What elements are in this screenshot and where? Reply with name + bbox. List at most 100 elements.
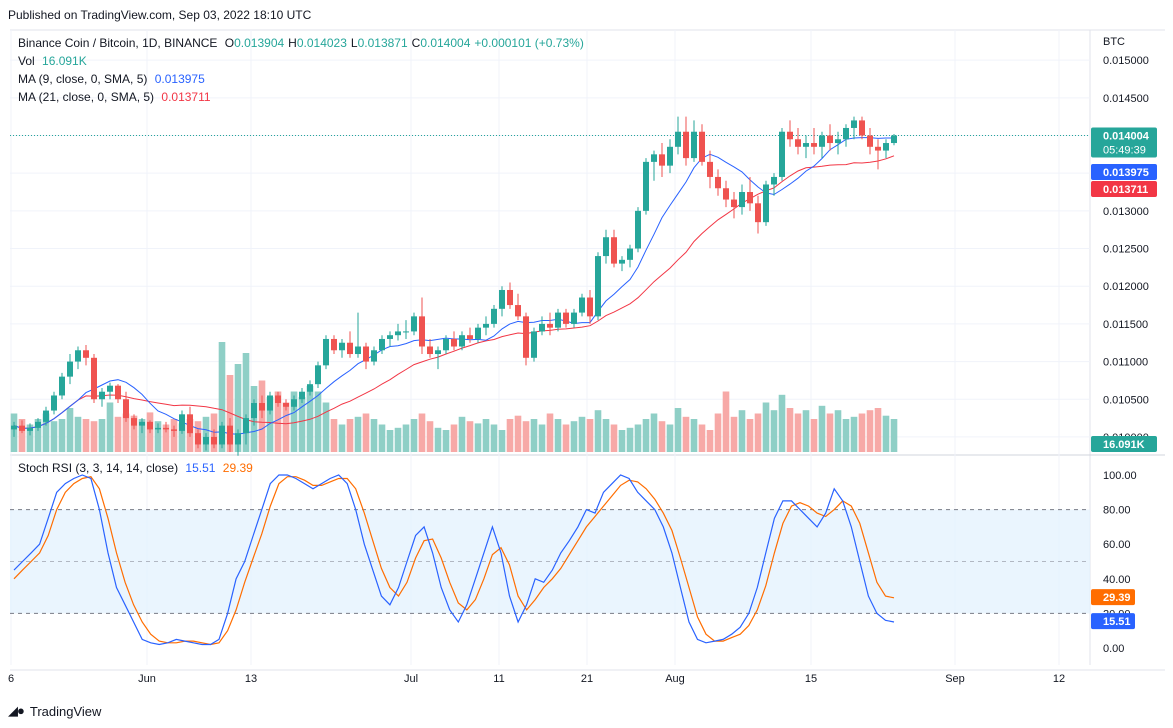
- candle-body: [795, 139, 801, 147]
- stoch-tick-label: 60.00: [1103, 539, 1131, 551]
- volume-bar: [754, 413, 762, 452]
- stoch-d-badge: 29.39: [1103, 592, 1131, 604]
- candle-body: [331, 338, 337, 351]
- candle-body: [595, 256, 601, 317]
- candle-body: [891, 135, 897, 144]
- volume-bar: [666, 424, 674, 452]
- volume-bar: [394, 427, 402, 452]
- time-tick-label: 13: [245, 673, 257, 685]
- volume-bar: [410, 419, 418, 452]
- candle-body: [107, 385, 113, 392]
- volume-bar: [50, 421, 58, 452]
- volume-bar: [690, 419, 698, 452]
- volume-bar: [26, 424, 34, 452]
- volume-bar: [66, 408, 74, 452]
- candle-body: [515, 305, 521, 317]
- candle-body: [707, 161, 713, 177]
- tradingview-logo-icon: ◢●: [8, 703, 25, 718]
- candle-body: [531, 331, 537, 358]
- volume-bar: [58, 419, 66, 452]
- volume-bar: [298, 397, 306, 452]
- candle-body: [195, 433, 201, 445]
- ohlc-values: O0.013904 H0.014023 L0.013871 C0.014004 +0.0…: [225, 36, 588, 50]
- stoch-k-value: 15.51: [185, 461, 216, 475]
- stoch-tick-label: 0.00: [1103, 643, 1124, 655]
- footer-brand[interactable]: ◢● TradingView: [8, 703, 101, 719]
- volume-bar: [234, 364, 242, 452]
- candle-body: [147, 421, 153, 430]
- stoch-tick-label: 100.00: [1103, 470, 1137, 482]
- volume-bar: [866, 410, 874, 452]
- candle-body: [659, 154, 665, 166]
- candle-body: [587, 297, 593, 317]
- volume-bar: [626, 427, 634, 452]
- volume-bar: [594, 410, 602, 452]
- candle-body: [123, 399, 129, 419]
- volume-bar: [130, 415, 138, 452]
- volume-bar: [466, 421, 474, 452]
- volume-bar: [362, 413, 370, 452]
- brand-name: TradingView: [29, 703, 102, 719]
- candle-body: [851, 120, 857, 128]
- candle-body: [523, 316, 529, 358]
- candle-body: [387, 335, 393, 339]
- ma21-badge: 0.013711: [1103, 184, 1148, 196]
- open-label: O: [224, 36, 235, 50]
- candle-body: [427, 346, 433, 355]
- candle-body: [635, 210, 641, 249]
- volume-bar: [378, 424, 386, 452]
- candle-body: [867, 135, 873, 147]
- candle-body: [683, 131, 689, 159]
- candle-body: [307, 384, 313, 392]
- volume-bar: [578, 416, 586, 452]
- time-tick-label: 12: [1053, 673, 1065, 685]
- volume-bar: [338, 424, 346, 452]
- candle-body: [411, 316, 417, 332]
- volume-bar: [522, 421, 530, 452]
- volume-bar: [106, 402, 114, 452]
- candle-body: [251, 403, 257, 419]
- volume-bar: [682, 416, 690, 452]
- candle-body: [403, 331, 409, 333]
- volume-bar: [18, 419, 26, 452]
- volume-bar: [650, 413, 658, 452]
- candle-body: [835, 139, 841, 144]
- currency-label: BTC: [1103, 36, 1125, 48]
- stoch-k-badge-bg: [1091, 613, 1135, 630]
- time-tick-label: Sep: [945, 673, 965, 685]
- ma9-badge: 0.013975: [1103, 167, 1149, 179]
- candle-body: [555, 312, 561, 328]
- volume-bar: [122, 413, 130, 452]
- volume-bar: [642, 419, 650, 452]
- volume-bar: [722, 391, 730, 452]
- stoch-legend: Stoch RSI (3, 3, 14, 14, close) 15.51 29…: [18, 461, 257, 475]
- candle-body: [547, 323, 553, 328]
- candle-body: [19, 425, 25, 431]
- candle-body: [875, 146, 881, 151]
- candle-body: [171, 429, 177, 431]
- volume-bar: [874, 408, 882, 452]
- volume-bar: [602, 419, 610, 452]
- candle-body: [363, 346, 369, 362]
- volume-bar: [218, 342, 226, 452]
- volume-bar: [706, 430, 714, 452]
- candle-body: [347, 342, 353, 355]
- volume-bar: [314, 391, 322, 452]
- volume-bar: [426, 421, 434, 452]
- candle-body: [811, 143, 817, 147]
- volume-bar: [858, 413, 866, 452]
- candle-body: [211, 436, 217, 445]
- candle-body: [51, 395, 57, 411]
- candle-body: [275, 395, 281, 404]
- candle-body: [883, 143, 889, 151]
- volume-bar: [538, 424, 546, 452]
- candle-body: [11, 425, 17, 430]
- candle-body: [259, 403, 265, 411]
- volume-bar: [290, 391, 298, 452]
- volume-bar: [490, 424, 498, 452]
- candle-body: [819, 135, 825, 147]
- volume-bar: [458, 416, 466, 452]
- published-caption: Published on TradingView.com, Sep 03, 20…: [8, 8, 312, 22]
- volume-value: 16.091K: [42, 54, 87, 68]
